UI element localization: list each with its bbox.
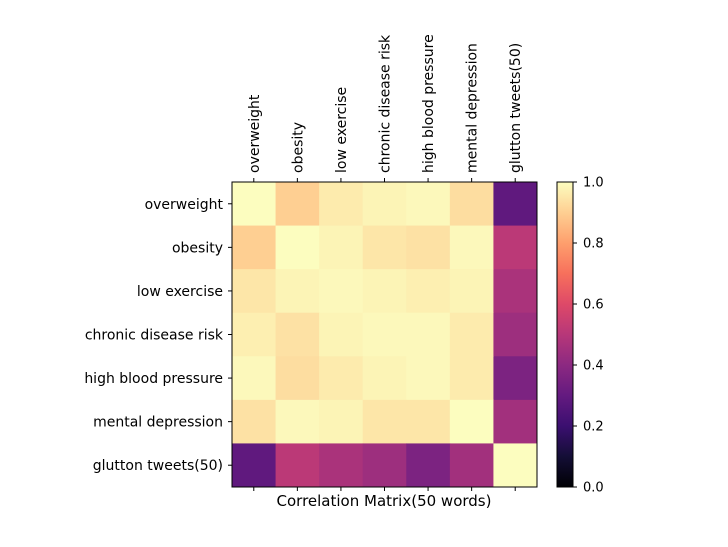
heatmap-cell	[319, 356, 364, 401]
heatmap-cell	[406, 312, 451, 357]
x-tick-label: chronic disease risk	[378, 34, 394, 173]
x-axis-label: Correlation Matrix(50 words)	[277, 492, 492, 510]
heatmap-cell	[319, 225, 364, 270]
y-tick-label: mental depression	[93, 415, 223, 431]
x-tick-label: obesity	[290, 122, 306, 173]
x-tick-label: overweight	[247, 94, 263, 173]
heatmap-cell	[449, 443, 494, 488]
y-axis-ticks: overweight obesity low exercise chronic dis…	[84, 197, 232, 474]
heatmap-cell	[362, 356, 407, 401]
colorbar-tick-label: 0.4	[583, 359, 604, 374]
x-tick-label: mental depression	[465, 43, 481, 173]
heatmap-cell	[319, 443, 364, 488]
heatmap-cell	[493, 182, 538, 227]
heatmap-cell	[275, 443, 320, 488]
colorbar-tick-label: 0.6	[583, 298, 604, 313]
heatmap-cell	[275, 356, 320, 401]
x-tick-label: high blood pressure	[421, 34, 437, 173]
heatmap-cell	[449, 225, 494, 270]
colorbar-tick-label: 0.8	[583, 237, 604, 252]
y-tick-label: low exercise	[137, 284, 223, 300]
heatmap-cell	[493, 399, 538, 444]
heatmap-cell	[232, 399, 277, 444]
heatmap-cell	[362, 182, 407, 227]
y-tick-label: obesity	[172, 240, 223, 256]
heatmap-cells	[232, 182, 538, 488]
colorbar: 0.0 0.2 0.4 0.6 0.8 1.0	[556, 176, 604, 496]
heatmap-cell	[275, 225, 320, 270]
heatmap-cell	[449, 182, 494, 227]
heatmap-cell	[319, 312, 364, 357]
heatmap-cell	[406, 225, 451, 270]
heatmap-cell	[362, 312, 407, 357]
y-tick-label: chronic disease risk	[85, 328, 224, 344]
y-tick-label: glutton tweets(50)	[93, 458, 223, 474]
heatmap-cell	[232, 182, 277, 227]
heatmap-cell	[493, 269, 538, 314]
y-tick-label: high blood pressure	[84, 371, 223, 387]
heatmap-cell	[319, 269, 364, 314]
heatmap-cell	[232, 312, 277, 357]
heatmap-cell	[232, 443, 277, 488]
colorbar-ticks: 0.0 0.2 0.4 0.6 0.8 1.0	[573, 176, 604, 496]
colorbar-tick-label: 0.2	[583, 420, 604, 435]
heatmap-cell	[493, 356, 538, 401]
heatmap-cell	[493, 312, 538, 357]
heatmap-cell	[319, 182, 364, 227]
colorbar-gradient	[556, 181, 574, 488]
heatmap-cell	[406, 356, 451, 401]
heatmap-cell	[449, 399, 494, 444]
heatmap-cell	[362, 225, 407, 270]
heatmap-cell	[275, 312, 320, 357]
heatmap-cell	[275, 399, 320, 444]
heatmap-cell	[275, 269, 320, 314]
heatmap-cell	[362, 269, 407, 314]
colorbar-tick-label: 0.0	[583, 481, 604, 496]
heatmap-cell	[493, 225, 538, 270]
y-tick-label: overweight	[145, 197, 224, 213]
heatmap-cell	[232, 269, 277, 314]
heatmap-cell	[406, 399, 451, 444]
heatmap-cell	[449, 312, 494, 357]
heatmap-cell	[493, 443, 538, 488]
x-axis-ticks: overweight obesity low exercise chronic dis…	[247, 34, 524, 491]
heatmap-cell	[406, 182, 451, 227]
heatmap-cell	[449, 269, 494, 314]
heatmap-cell	[275, 182, 320, 227]
x-tick-label: low exercise	[334, 87, 350, 173]
heatmap-cell	[319, 399, 364, 444]
heatmap-cell	[232, 225, 277, 270]
heatmap-cell	[406, 269, 451, 314]
heatmap-cell	[449, 356, 494, 401]
heatmap-cell	[362, 443, 407, 488]
colorbar-tick-label: 1.0	[583, 176, 604, 191]
axes-frame	[231, 181, 538, 488]
heatmap-cell	[362, 399, 407, 444]
x-tick-label: glutton tweets(50)	[508, 43, 524, 173]
heatmap-cell	[232, 356, 277, 401]
heatmap-cell	[406, 443, 451, 488]
